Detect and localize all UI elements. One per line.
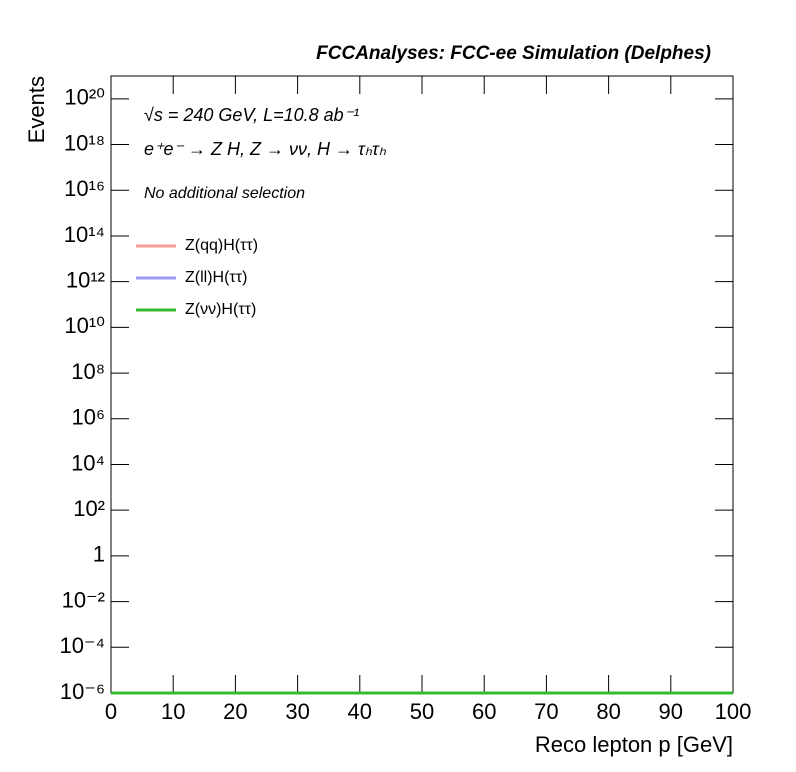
x-tick-label: 50 (410, 699, 434, 724)
y-tick-label: 10⁻² (62, 587, 105, 612)
x-tick-label: 70 (534, 699, 558, 724)
x-tick-label: 90 (659, 699, 683, 724)
y-axis-label: Events (24, 76, 49, 143)
y-tick-label: 10¹⁶ (64, 176, 105, 201)
x-axis-label: Reco lepton p [GeV] (535, 732, 733, 757)
y-tick-label: 10⁸ (71, 359, 105, 384)
y-tick-label: 10⁻⁴ (59, 633, 105, 658)
legend-label: Z(qq)H(ττ) (185, 237, 258, 254)
chart-title: FCCAnalyses: FCC-ee Simulation (Delphes) (316, 43, 711, 64)
x-tick-label: 80 (596, 699, 620, 724)
annotation: No additional selection (144, 185, 305, 202)
y-tick-label: 10⁻⁶ (60, 679, 105, 704)
x-tick-label: 0 (105, 699, 117, 724)
y-tick-label: 10⁶ (71, 405, 105, 430)
y-tick-label: 10¹⁴ (64, 222, 105, 247)
legend-label: Z(ll)H(ττ) (185, 269, 247, 286)
annotation: e⁺e⁻ → Z H, Z → νν, H → τₕτₕ (144, 139, 387, 159)
y-tick-label: 10¹⁸ (64, 130, 105, 155)
x-tick-label: 40 (348, 699, 372, 724)
y-tick-label: 10²⁰ (64, 85, 105, 110)
y-tick-label: 1 (93, 542, 105, 567)
y-tick-label: 10¹² (66, 267, 105, 292)
annotation: √s = 240 GeV, L=10.8 ab⁻¹ (144, 105, 359, 125)
y-tick-label: 10² (73, 496, 105, 521)
x-tick-label: 30 (285, 699, 309, 724)
x-tick-label: 60 (472, 699, 496, 724)
x-tick-label: 20 (223, 699, 247, 724)
legend-label: Z(νν)H(ττ) (185, 301, 256, 318)
y-tick-label: 10¹⁰ (64, 313, 105, 338)
x-tick-label: 100 (715, 699, 752, 724)
y-tick-label: 10⁴ (71, 450, 105, 475)
x-tick-label: 10 (161, 699, 185, 724)
